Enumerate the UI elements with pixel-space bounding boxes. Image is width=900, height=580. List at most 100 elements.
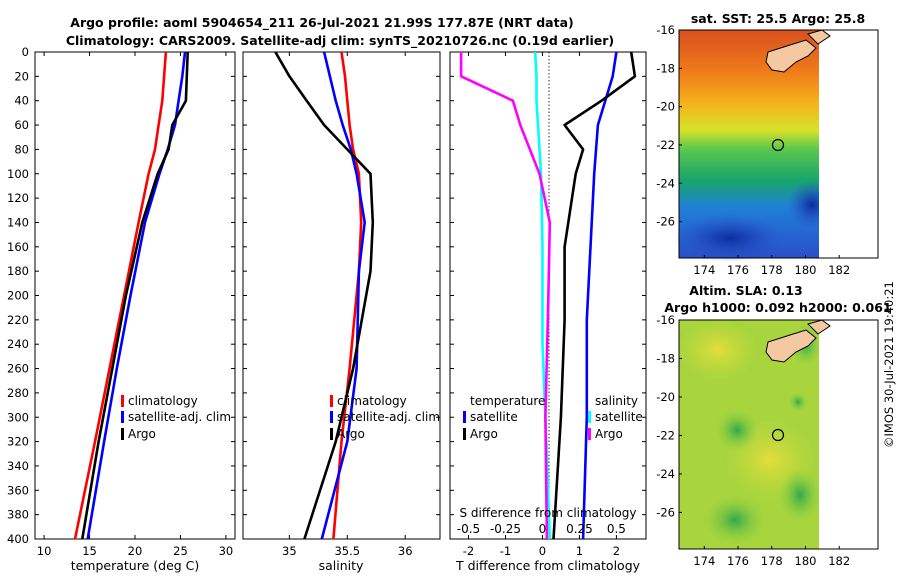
y-tick-label: 0 [22, 45, 29, 59]
map-x-tick-label: 174 [693, 554, 715, 568]
fiji-islands-sst [765, 39, 817, 73]
y-tick-label: 400 [7, 532, 29, 546]
fiji-north-sla [807, 319, 831, 335]
y-tick-label: 100 [7, 167, 29, 181]
x-top-tick-label: 0 [539, 522, 547, 536]
x-tick-label: 1 [576, 544, 583, 558]
y-tick-label: 140 [7, 215, 29, 229]
map-y-tick-label: -18 [656, 351, 675, 365]
y-tick-label: 340 [7, 459, 29, 473]
legend-swatch-satellite [330, 411, 333, 423]
difference-legend-salinity: salinity satellite Argo [588, 394, 643, 441]
legend-label-argo: Argo [337, 427, 365, 441]
y-tick-label: 300 [7, 410, 29, 424]
x-tick-label: -1 [500, 544, 511, 558]
series-line-climatology [73, 51, 168, 540]
x-tick-label: 36 [398, 544, 413, 558]
x-tick-label: 15 [82, 544, 97, 558]
x-top-tick-label: -0.5 [457, 522, 480, 536]
legend-swatch-s-argo [588, 428, 591, 440]
map-x-tick-label: 174 [693, 263, 715, 277]
sla-high-nw [678, 320, 758, 380]
map-y-tick-label: -24 [656, 467, 675, 481]
sla-map-panel: Altim. SLA: 0.13 Argo h1000: 0.092 h2000… [656, 283, 891, 568]
x-top-tick-label: 0.5 [607, 522, 626, 536]
series-line-satellite-adj-clim [320, 51, 367, 540]
y-tick-label: 380 [7, 508, 29, 522]
map-x-tick-label: 178 [761, 263, 783, 277]
map-y-tick-label: -22 [656, 428, 675, 442]
legend-swatch-satellite [121, 411, 124, 423]
y-tick-label: 40 [14, 94, 29, 108]
salinity-panel: 35 35.5 36 salinity climatology satellite-… [242, 51, 441, 573]
legend-swatch-climatology [330, 395, 333, 407]
map-x-tick-label: 178 [761, 554, 783, 568]
salinity-legend: climatology satellite-adj. clim Argo [330, 394, 440, 441]
fiji-north-sst [807, 29, 831, 45]
y-tick-label: 240 [7, 337, 29, 351]
temperature-axes-box [34, 51, 236, 540]
sla-map-title-line2: Argo h1000: 0.092 h2000: 0.061 [664, 300, 891, 315]
legend-swatch-climatology [121, 395, 124, 407]
y-tick-label: 160 [7, 240, 29, 254]
legend-label-satellite: satellite-adj. clim [337, 410, 440, 424]
difference-xlabel-top: S difference from climatology [460, 506, 637, 520]
series-line-t-argo [552, 51, 637, 540]
x-top-tick-label: 0.25 [566, 522, 593, 536]
map-x-tick-label: 182 [828, 263, 850, 277]
legend-swatch-s-satellite [588, 411, 591, 423]
y-tick-label: 280 [7, 386, 29, 400]
y-tick-label: 120 [7, 191, 29, 205]
map-y-tick-label: -18 [656, 61, 675, 75]
map-y-tick-label: -26 [656, 215, 675, 229]
imos-timestamp: ©IMOS 30-Jul-2021 19:40:21 [882, 281, 896, 448]
y-tick-label: 320 [7, 435, 29, 449]
x-tick-label: 20 [128, 544, 143, 558]
y-tick-label: 20 [14, 69, 29, 83]
map-x-tick-label: 182 [828, 554, 850, 568]
x-tick-label: 10 [37, 544, 52, 558]
legend-title-temperature: temperature [470, 394, 545, 408]
sst-cold-pool [675, 214, 785, 262]
legend-title-salinity: salinity [595, 394, 638, 408]
sst-map-frame [678, 29, 879, 259]
series-line-satellite-adj-clim [86, 51, 187, 540]
salinity-xlabel: salinity [319, 558, 364, 573]
map-y-tick-label: -16 [656, 313, 675, 327]
sla-map-title-line1: Altim. SLA: 0.13 [689, 283, 802, 298]
legend-label-s-argo: Argo [595, 427, 623, 441]
x-tick-label: 35.5 [334, 544, 360, 558]
legend-label-t-satellite: satellite [470, 410, 518, 424]
sla-low-1 [715, 408, 759, 452]
map-x-tick-label: 176 [727, 554, 749, 568]
sla-low-3 [778, 467, 822, 523]
y-tick-label: 260 [7, 362, 29, 376]
map-x-tick-label: 180 [795, 263, 817, 277]
temperature-xlabel: temperature (deg C) [71, 558, 200, 573]
figure-title-line2: Climatology: CARS2009. Satellite-adj cli… [66, 33, 614, 49]
series-line-t-satellite [581, 51, 618, 540]
x-tick-label: -2 [463, 544, 474, 558]
map-y-tick-label: -20 [656, 390, 675, 404]
map-y-tick-label: -22 [656, 138, 675, 152]
argo-location-marker-sla [771, 428, 785, 442]
x-top-tick-label: -0.25 [490, 522, 521, 536]
series-line-s-argo [459, 52, 552, 540]
y-tick-label: 60 [14, 118, 29, 132]
legend-label-s-satellite: satellite [595, 410, 643, 424]
difference-axes-box [449, 51, 647, 540]
legend-label-satellite: satellite-adj. clim [128, 410, 231, 424]
series-line-s-satellite [533, 51, 552, 540]
legend-swatch-t-satellite [463, 411, 466, 423]
x-tick-label: 30 [219, 544, 234, 558]
temperature-legend: climatology satellite-adj. clim Argo [121, 394, 231, 441]
map-x-tick-label: 176 [727, 263, 749, 277]
y-tick-label: 200 [7, 289, 29, 303]
map-x-tick-label: 180 [795, 554, 817, 568]
sst-map-title: sat. SST: 25.5 Argo: 25.8 [691, 11, 865, 26]
map-y-tick-label: -26 [656, 505, 675, 519]
legend-swatch-argo [121, 428, 124, 440]
legend-label-climatology: climatology [128, 394, 198, 408]
sla-map-frame [678, 319, 879, 550]
